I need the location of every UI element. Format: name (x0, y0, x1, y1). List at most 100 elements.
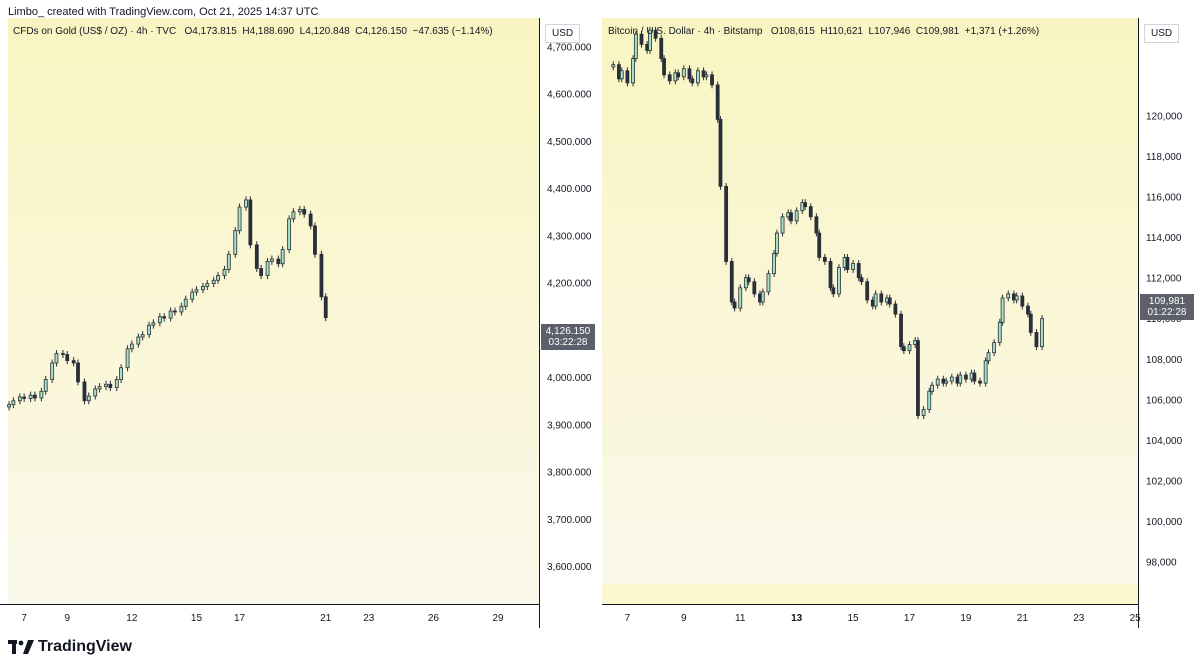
btc-candle (930, 381, 934, 395)
btc-candle (997, 318, 1002, 346)
btc-candle (1028, 310, 1033, 336)
gold-candle (216, 272, 220, 284)
btc-candle (794, 207, 799, 225)
btc-chart-svg[interactable]: 98,000 100,000 102,000 104,000 106,000 108,00… (602, 18, 1200, 628)
gold-candle (265, 257, 270, 280)
gold-candle (104, 380, 108, 391)
gold-candle (129, 340, 134, 353)
btc-candle (667, 71, 672, 85)
gold-candle (33, 391, 37, 402)
btc-candle (715, 81, 720, 123)
gold-candle (97, 383, 102, 393)
tradingview-footer[interactable]: TradingView (8, 638, 132, 656)
btc-y-tick-label: 106,000 (1146, 395, 1183, 406)
btc-candle (676, 69, 681, 81)
btc-y-tick-label: 112,000 (1146, 274, 1182, 285)
gold-y-tick-label: 4,700.000 (547, 42, 592, 53)
btc-candle (687, 65, 692, 83)
gold-candle (43, 376, 48, 395)
btc-candle (760, 288, 765, 306)
btc-candle (619, 67, 624, 83)
gold-candle (297, 205, 302, 216)
btc-candle (873, 290, 878, 310)
btc-candle (879, 290, 884, 306)
gold-candle (168, 307, 173, 322)
btc-candle (752, 278, 757, 298)
gold-candle (244, 196, 248, 211)
gold-candle (17, 393, 22, 405)
btc-candle (738, 284, 743, 312)
btc-candle (662, 55, 666, 79)
gold-candle (237, 203, 242, 235)
btc-x-tick-label: 17 (904, 613, 916, 624)
btc-candle (845, 253, 850, 273)
gold-candle (7, 401, 11, 411)
gold-candle (125, 345, 130, 372)
btc-candle (944, 377, 949, 387)
btc-candle (907, 341, 912, 355)
btc-candle (972, 369, 977, 385)
gold-candle (205, 280, 210, 290)
gold-currency-button[interactable]: USD (545, 24, 581, 43)
tradingview-brand: TradingView (38, 638, 132, 655)
btc-candle (856, 260, 861, 282)
gold-candle (28, 391, 33, 402)
gold-x-tick-label: 12 (126, 613, 138, 624)
gold-candle (287, 215, 292, 254)
gold-y-tick-label: 4,600.000 (547, 90, 592, 101)
btc-candle (1026, 302, 1030, 318)
btc-candle (901, 343, 906, 355)
btc-candle (949, 373, 954, 385)
btc-candle (780, 213, 785, 237)
btc-candle (808, 203, 813, 221)
attribution-header: Limbo_ created with TradingView.com, Oct… (8, 6, 319, 18)
gold-candle (259, 264, 264, 280)
gold-candle (93, 385, 98, 400)
btc-candle (681, 65, 686, 81)
gold-y-tick-label: 4,500.000 (547, 137, 592, 148)
btc-last-price: 109,981 (1148, 296, 1186, 307)
btc-candle (648, 26, 652, 54)
btc-candle (865, 278, 870, 304)
btc-candle (772, 249, 776, 278)
btc-candle (766, 270, 771, 296)
gold-candle (22, 393, 27, 402)
btc-candle (916, 337, 920, 420)
btc-candle (1034, 329, 1039, 351)
gold-candle (50, 359, 55, 384)
btc-candle (696, 67, 700, 87)
gold-candle (302, 205, 307, 218)
btc-candle (789, 209, 793, 225)
btc-open: O108,615 (770, 26, 815, 37)
btc-candle (724, 182, 729, 265)
gold-x-tick-label: 15 (191, 613, 203, 624)
btc-candle (1006, 290, 1011, 302)
gold-candle (291, 208, 296, 223)
btc-candle (887, 294, 892, 308)
btc-currency-button[interactable]: USD (1144, 24, 1180, 43)
gold-candle (280, 246, 285, 268)
gold-change: −47.635 (−1.14%) (412, 26, 493, 37)
btc-candle (828, 258, 833, 292)
gold-chart-svg[interactable]: 3,600.000 3,700.000 3,800.000 3,900.000 4,00… (0, 18, 598, 628)
btc-y-tick-label: 100,000 (1146, 517, 1183, 528)
gold-candle (254, 241, 259, 272)
btc-y-tick-label: 102,000 (1146, 477, 1183, 488)
gold-candle (313, 222, 317, 258)
gold-x-ticks: 7 9 12 15 17 21 23 26 29 (21, 613, 504, 624)
btc-countdown: 01:22:28 (1147, 307, 1187, 318)
gold-candle (11, 397, 16, 409)
gold-candle (65, 350, 70, 365)
gold-y-tick-label: 3,900.000 (547, 420, 592, 431)
btc-y-tick-label: 108,000 (1146, 355, 1183, 366)
btc-x-tick-label: 11 (735, 613, 746, 624)
btc-x-tick-label: 13 (791, 613, 803, 624)
gold-chart-panel[interactable]: 3,600.000 3,700.000 3,800.000 3,900.000 4,00… (0, 18, 598, 628)
gold-candle (319, 250, 324, 301)
btc-candle (921, 406, 926, 420)
gold-y-ticks: 3,600.000 3,700.000 3,800.000 3,900.000 4,00… (547, 42, 592, 573)
gold-legend: CFDs on Gold (US$ / OZ) · 4h · TVC O4,17… (13, 26, 493, 37)
btc-candle (964, 371, 968, 383)
btc-chart-panel[interactable]: 98,000 100,000 102,000 104,000 106,000 108,00… (602, 18, 1200, 628)
btc-candle (935, 375, 940, 389)
